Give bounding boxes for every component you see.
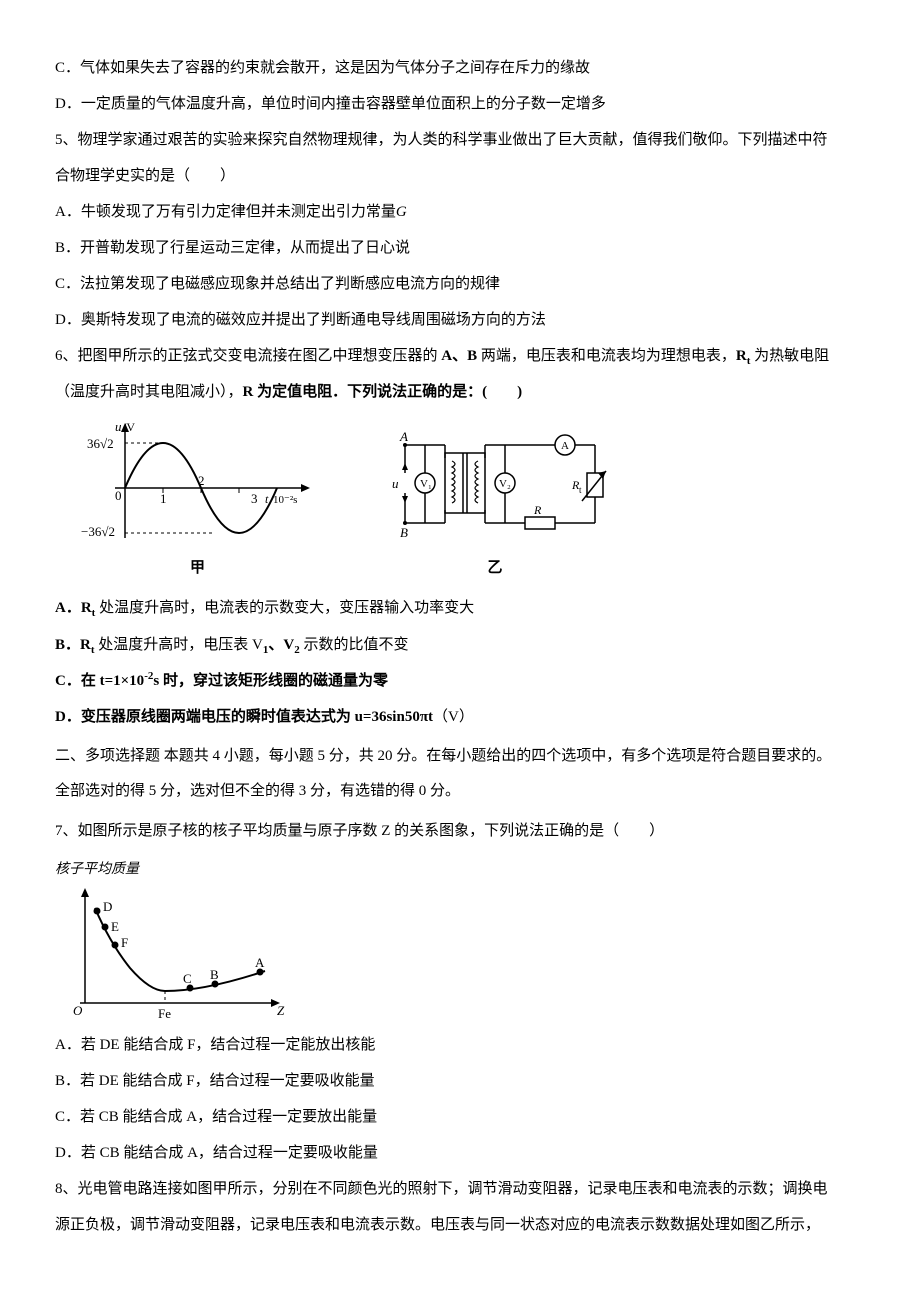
svg-text:A: A — [399, 429, 408, 444]
svg-text:D: D — [103, 899, 112, 914]
svg-text:3: 3 — [251, 491, 258, 506]
svg-text:V₂: V₂ — [499, 478, 511, 490]
svg-text:Fe: Fe — [158, 1006, 171, 1021]
q5-stem-line1: 5、物理学家通过艰苦的实验来探究自然物理规律，为人类的科学事业做出了巨大贡献，值… — [55, 122, 865, 158]
q6-stem-line2: （温度升高时其电阻减小），R 为定值电阻．下列说法正确的是：( ) — [55, 374, 865, 410]
q7-option-c: C．若 CB 能结合成 A，结合过程一定要放出能量 — [55, 1099, 865, 1135]
svg-text:t: t — [265, 492, 269, 506]
q6-fig1: u /V 36√2 0 −36√2 1 2 3 t /10⁻²s 甲 — [75, 418, 320, 586]
svg-text:/V: /V — [123, 420, 135, 434]
q5-option-b: B．开普勒发现了行星运动三定律，从而提出了日心说 — [55, 230, 865, 266]
q5-option-c: C．法拉第发现了电磁感应现象并总结出了判断感应电流方向的规律 — [55, 266, 865, 302]
svg-text:O: O — [73, 1003, 83, 1018]
q7-figure: 核子平均质量 D E F Fe C B A O Z — [55, 853, 865, 1023]
q5-a-g: G — [396, 204, 407, 220]
svg-text:−36√2: −36√2 — [81, 524, 115, 539]
svg-text:R: R — [533, 503, 542, 517]
q6-option-d: D．变压器原线圈两端电压的瞬时值表达式为 u=36sin50πt（V） — [55, 699, 865, 735]
q3-option-d: D．一定质量的气体温度升高，单位时间内撞击容器壁单位面积上的分子数一定增多 — [55, 86, 865, 122]
q3-option-c: C．气体如果失去了容器的约束就会散开，这是因为气体分子之间存在斥力的缘故 — [55, 50, 865, 86]
svg-text:V₁: V₁ — [420, 478, 432, 490]
svg-text:Z: Z — [277, 1003, 285, 1018]
q7-option-a: A．若 DE 能结合成 F，结合过程一定能放出核能 — [55, 1027, 865, 1063]
q8-line2: 源正负极，调节滑动变阻器，记录电压表和电流表示数。电压表与同一状态对应的电流表示… — [55, 1207, 865, 1243]
q5-a-text: A．牛顿发现了万有引力定律但并未测定出引力常量 — [55, 204, 396, 220]
q7-option-b: B．若 DE 能结合成 F，结合过程一定要吸收能量 — [55, 1063, 865, 1099]
q6-figures: u /V 36√2 0 −36√2 1 2 3 t /10⁻²s 甲 A u — [75, 418, 865, 586]
section2-line1: 二、多项选择题 本题共 4 小题，每小题 5 分，共 20 分。在每小题给出的四… — [55, 743, 865, 770]
svg-text:F: F — [121, 935, 128, 950]
svg-text:A: A — [561, 440, 569, 452]
svg-text:t: t — [579, 485, 582, 495]
section2-line2: 全部选对的得 5 分，选对但不全的得 3 分，有选错的得 0 分。 — [55, 778, 865, 805]
q6-option-c: C．在 t=1×10-2s 时，穿过该矩形线圈的磁通量为零 — [55, 663, 865, 699]
svg-text:1: 1 — [160, 491, 167, 506]
svg-text:E: E — [111, 919, 119, 934]
q5-stem-line2: 合物理学史实的是（ ） — [55, 158, 865, 194]
q7-option-d: D．若 CB 能结合成 A，结合过程一定要吸收能量 — [55, 1135, 865, 1171]
svg-text:2: 2 — [198, 473, 205, 488]
q6-stem-line1: 6、把图甲所示的正弦式交变电流接在图乙中理想变压器的 A、B 两端，电压表和电流… — [55, 338, 865, 374]
q5-option-a: A．牛顿发现了万有引力定律但并未测定出引力常量G — [55, 194, 865, 230]
svg-text:C: C — [183, 971, 192, 986]
svg-text:A: A — [255, 955, 265, 970]
svg-text:B: B — [210, 967, 219, 982]
q8-line1: 8、光电管电路连接如图甲所示，分别在不同颜色光的照射下，调节滑动变阻器，记录电压… — [55, 1171, 865, 1207]
q6-option-a: A．Rt 处温度升高时，电流表的示数变大，变压器输入功率变大 — [55, 590, 865, 626]
q6-fig2: A u B V₁ — [380, 423, 610, 586]
svg-text:u: u — [392, 476, 399, 491]
svg-text:B: B — [400, 525, 408, 540]
q5-option-d: D．奥斯特发现了电流的磁效应并提出了判断通电导线周围磁场方向的方法 — [55, 302, 865, 338]
q7-ylabel: 核子平均质量 — [55, 853, 865, 887]
svg-text:u: u — [115, 419, 122, 434]
q6-fig1-caption: 甲 — [75, 550, 320, 586]
q6-option-b: B．Rt 处温度升高时，电压表 V1、V2 示数的比值不变 — [55, 627, 865, 663]
svg-text:36√2: 36√2 — [87, 436, 114, 451]
q6-fig2-caption: 乙 — [380, 550, 610, 586]
q7-stem: 7、如图所示是原子核的核子平均质量与原子序数 Z 的关系图象，下列说法正确的是（… — [55, 813, 865, 849]
svg-text:0: 0 — [115, 488, 122, 503]
svg-text:/10⁻²s: /10⁻²s — [270, 494, 297, 506]
